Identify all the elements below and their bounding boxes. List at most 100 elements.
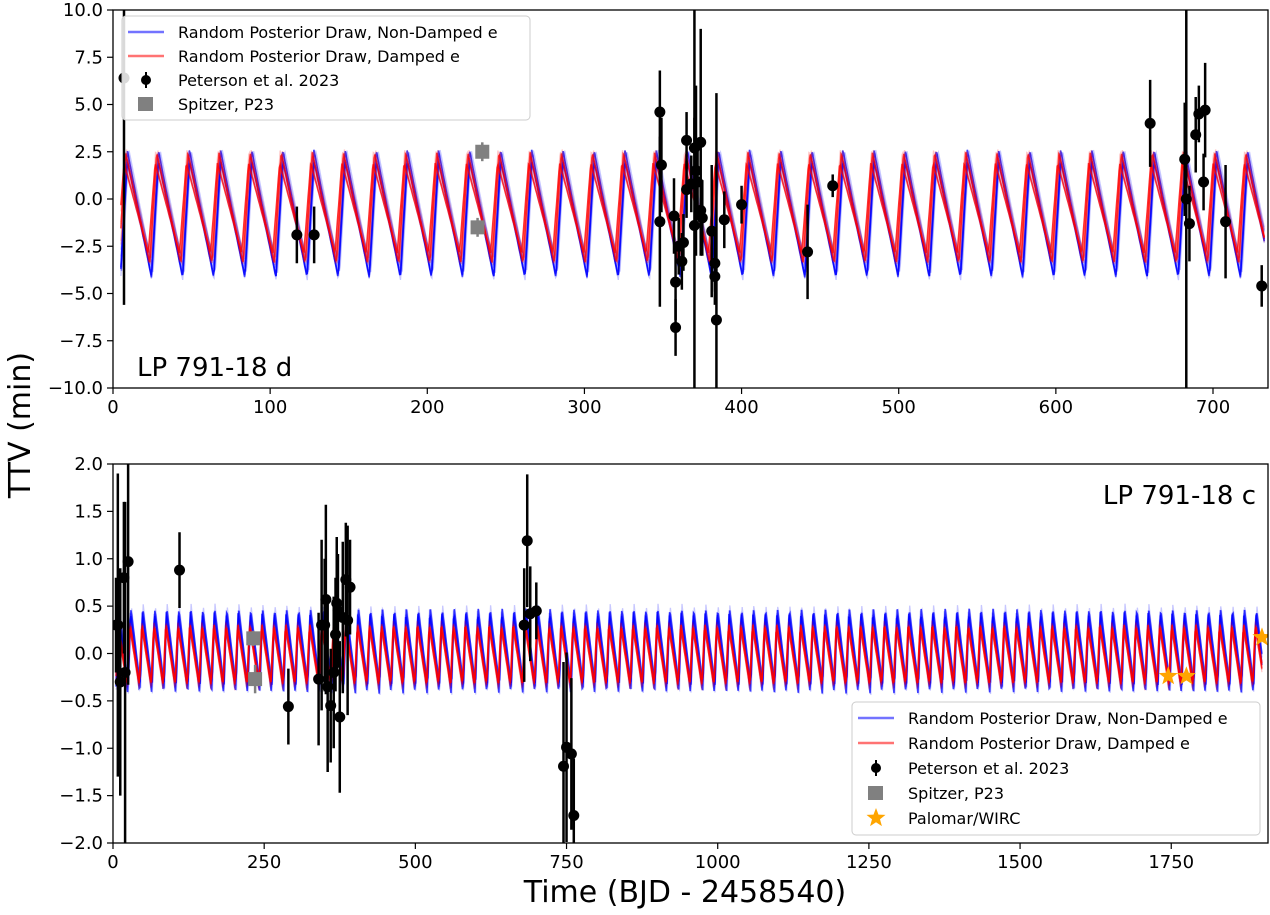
y-tick-label: 0.5	[74, 596, 103, 617]
panel-title: LP 791-18 c	[1103, 481, 1256, 511]
model-curve-non-damped	[120, 158, 1265, 267]
panel-lp-791-18-d: 0 100 200 300 400 500 600 700 −10.0 −7.5 −5.0 −2.5 0…	[48, 0, 1269, 418]
plot-area	[113, 464, 1268, 843]
data-point-peterson	[695, 136, 707, 148]
y-tick-label: 7.5	[74, 47, 103, 68]
y-tick-label: 0.0	[74, 644, 103, 665]
model-curve-damped	[115, 622, 1263, 687]
data-point-peterson	[668, 210, 680, 222]
data-point-peterson	[342, 614, 354, 626]
data-point-peterson	[113, 619, 124, 631]
y-tick-label: −0.5	[59, 691, 103, 712]
data-point-peterson	[1183, 218, 1195, 230]
model-curve-damped	[120, 161, 1265, 255]
data-point-peterson	[291, 229, 303, 241]
y-tick-label: 2.0	[74, 454, 103, 475]
data-point-peterson	[1220, 216, 1232, 228]
data-point-peterson	[681, 134, 693, 146]
data-point-peterson	[122, 556, 134, 568]
model-curve-damped	[115, 624, 1263, 685]
x-tick-label: 1250	[846, 852, 892, 873]
x-tick-label: 500	[398, 852, 432, 873]
legend-label: Spitzer, P23	[908, 784, 1004, 803]
data-point-peterson	[654, 106, 666, 118]
figure-x-axis-label: Time (BJD - 2458540)	[523, 875, 846, 910]
data-point-peterson	[709, 270, 721, 282]
data-point-peterson	[308, 229, 320, 241]
model-curve-damped	[115, 626, 1263, 685]
data-point-peterson	[1256, 280, 1268, 292]
y-tick-label: −5.0	[59, 284, 103, 305]
data-point-spitzer	[475, 144, 490, 159]
data-point-peterson	[710, 314, 722, 326]
data-point-spitzer	[248, 672, 263, 687]
x-tick-label: 1750	[1148, 852, 1194, 873]
y-tick-label: 10.0	[63, 0, 103, 21]
data-point-peterson	[696, 212, 708, 224]
y-tick-label: −1.0	[59, 738, 103, 759]
data-point-peterson	[1144, 117, 1156, 129]
x-tick-label: 750	[549, 852, 583, 873]
legend-label: Random Posterior Draw, Non-Damped e	[908, 709, 1228, 728]
legend-marker-star	[866, 808, 886, 827]
data-point-peterson	[670, 276, 682, 288]
data-point-peterson	[670, 322, 682, 334]
x-tick-label: 250	[247, 852, 281, 873]
x-tick-label: 500	[882, 397, 916, 418]
y-tick-label: 1.0	[74, 549, 103, 570]
y-tick-label: 5.0	[74, 95, 103, 116]
data-point-peterson	[568, 810, 580, 822]
data-point-peterson	[521, 535, 533, 547]
legend-marker-square	[138, 97, 153, 111]
x-tick-label: 200	[410, 397, 444, 418]
data-point-peterson	[718, 214, 730, 226]
data-point-peterson	[174, 564, 186, 576]
legend-label: Peterson et al. 2023	[178, 71, 339, 90]
y-tick-label: −7.5	[59, 331, 103, 352]
data-point-peterson	[1199, 104, 1211, 116]
data-point-peterson	[1179, 153, 1191, 165]
data-point-spitzer	[470, 220, 485, 235]
data-point-spitzer	[246, 631, 261, 646]
legend-box	[121, 15, 531, 121]
x-tick-label: 0	[107, 852, 118, 873]
data-point-peterson	[282, 701, 294, 713]
legend-marker-square	[868, 786, 883, 800]
data-point-peterson	[802, 246, 814, 258]
plot-area	[118, 10, 1268, 388]
model-curve-damped	[115, 620, 1263, 684]
y-tick-label: −2.5	[59, 236, 103, 257]
x-tick-label: 1500	[997, 852, 1043, 873]
x-tick-label: 600	[1039, 397, 1073, 418]
legend-marker-circle	[871, 763, 881, 773]
y-tick-label: 0.0	[74, 189, 103, 210]
y-tick-label: 1.5	[74, 501, 103, 522]
legend-label: Random Posterior Draw, Damped e	[178, 47, 460, 66]
y-tick-label: −1.5	[59, 786, 103, 807]
data-point-palomar-wirc	[1176, 666, 1196, 685]
model-curve-damped	[120, 149, 1265, 260]
legend: Random Posterior Draw, Non-Damped e Rando…	[851, 701, 1261, 836]
x-tick-label: 300	[567, 397, 601, 418]
data-point-peterson	[827, 180, 839, 192]
model-curve-damped	[120, 162, 1265, 253]
y-tick-label: −10.0	[48, 378, 103, 399]
data-point-peterson	[677, 236, 689, 248]
x-tick-label: 1000	[695, 852, 741, 873]
model-curve-damped	[115, 624, 1263, 691]
legend-box	[851, 701, 1261, 836]
panel-lp-791-18-c: 0 250 500 750 1000 1250 1500 1750 −2.0 −1.5 −1.0 −0…	[59, 454, 1269, 873]
panel-title: LP 791-18 d	[137, 353, 292, 383]
x-tick-label: 700	[1196, 397, 1230, 418]
data-point-peterson	[565, 748, 577, 760]
x-tick-label: 0	[107, 397, 118, 418]
y-tick-label: −2.0	[59, 833, 103, 854]
data-point-peterson	[736, 199, 748, 211]
legend-label: Random Posterior Draw, Non-Damped e	[178, 23, 498, 42]
model-curve-damped	[115, 622, 1263, 686]
data-point-peterson	[530, 605, 542, 617]
legend-label: Random Posterior Draw, Damped e	[908, 734, 1190, 753]
data-point-peterson	[706, 225, 718, 237]
legend: Random Posterior Draw, Non-Damped e Rando…	[121, 15, 531, 121]
